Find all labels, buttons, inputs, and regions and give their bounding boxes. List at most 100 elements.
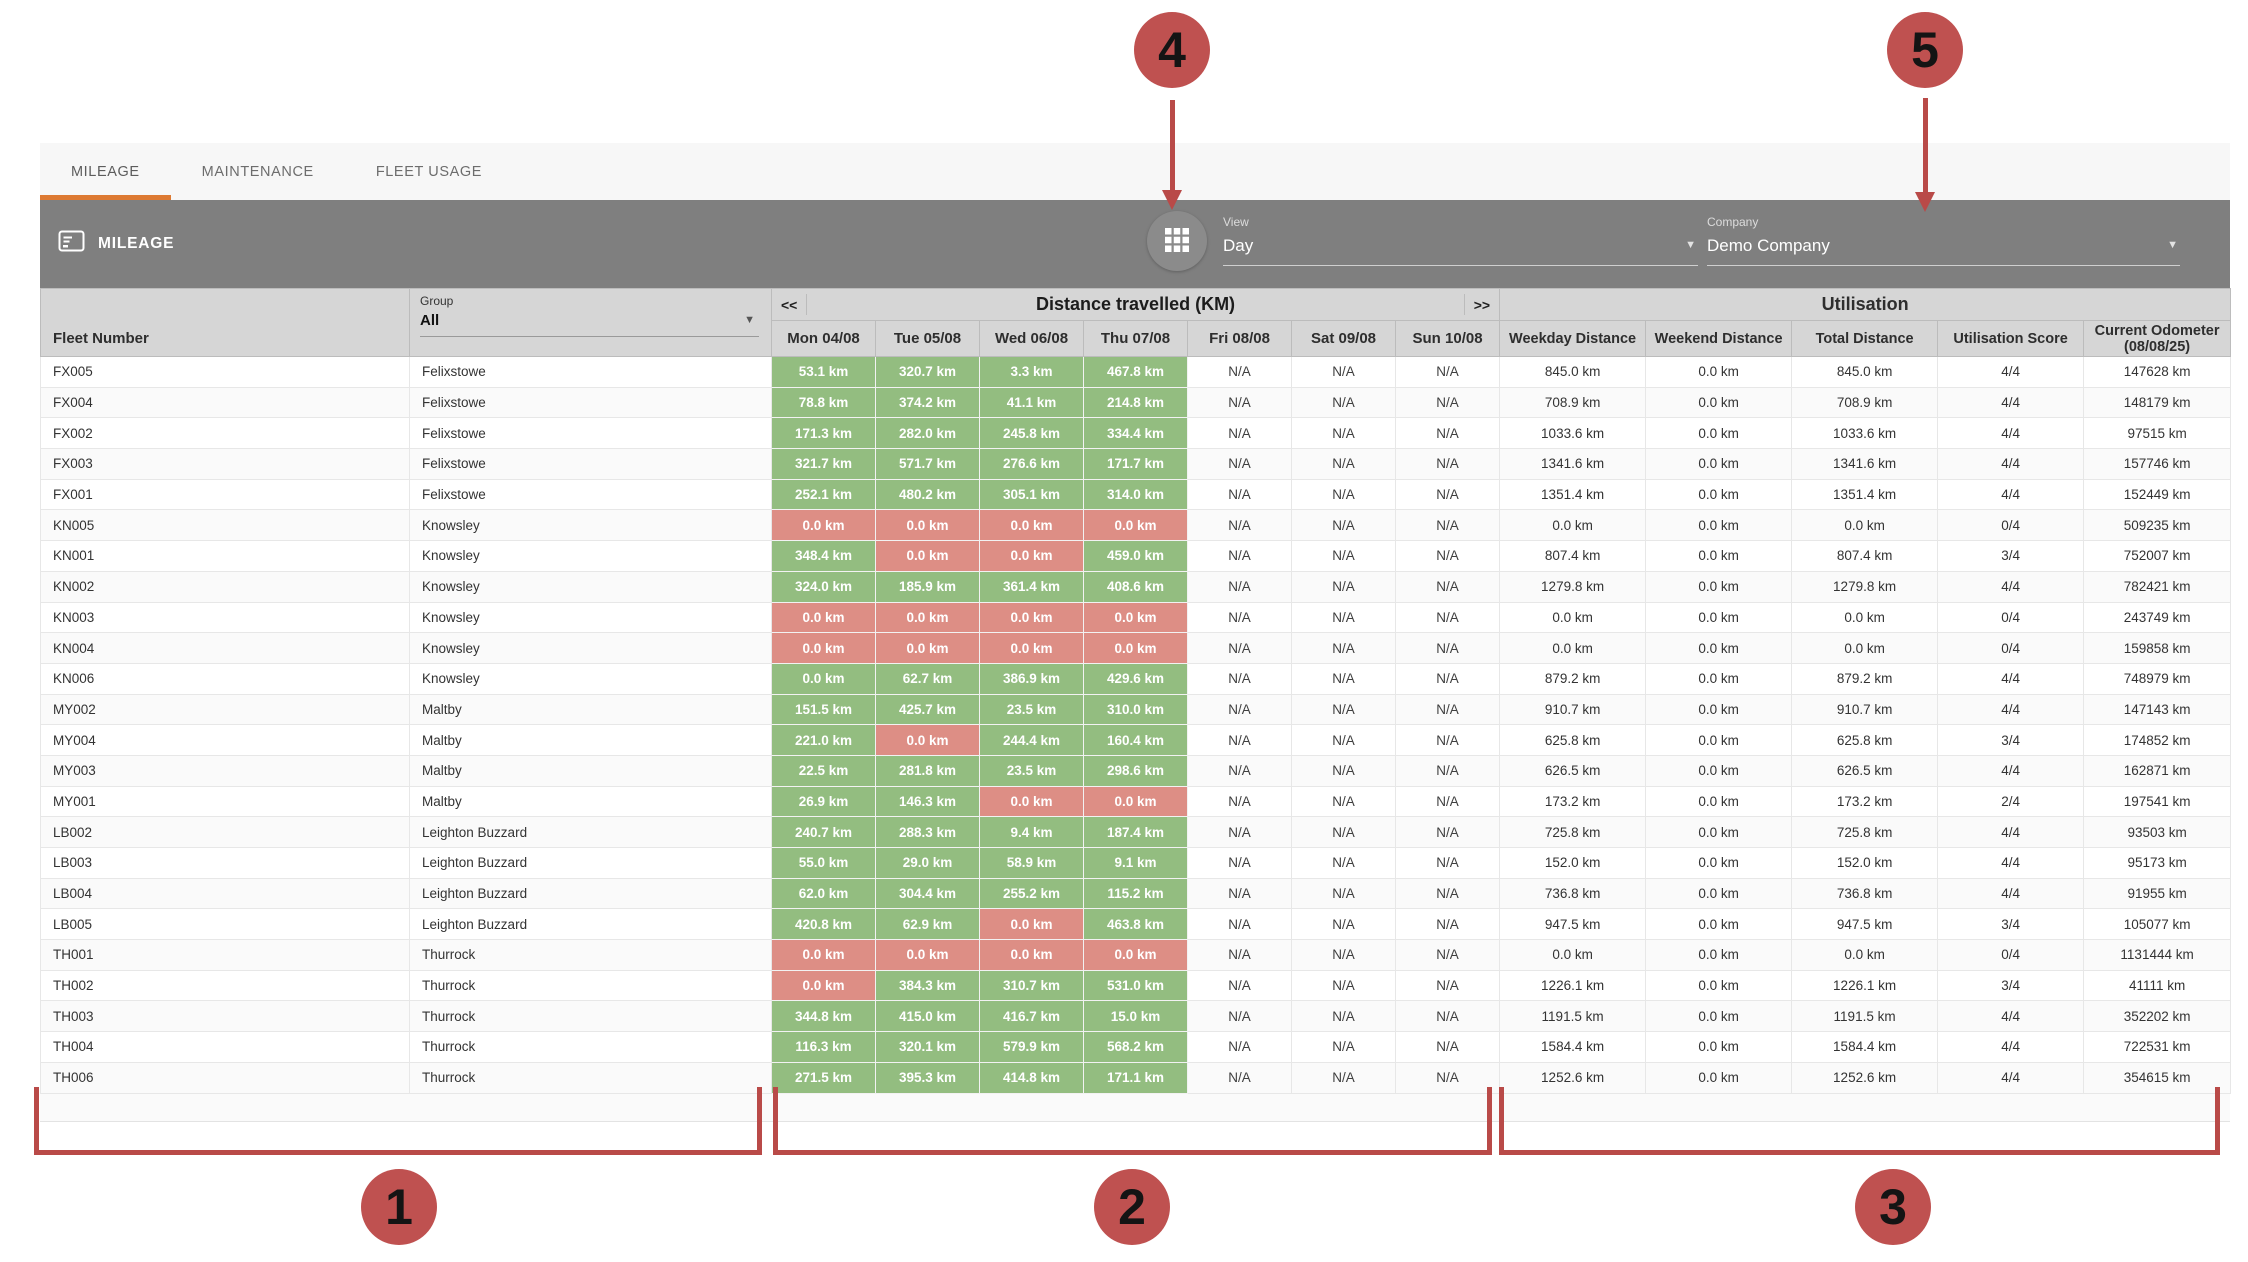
table-row: FX002 Felixstowe 171.3 km 282.0 km 245.8 km 3… — [40, 417, 2232, 450]
utilisation-score-cell: 4/4 — [1937, 1031, 2085, 1063]
na-distance-cell: N/A — [1394, 908, 1501, 941]
na-distance-cell: N/A — [1394, 632, 1501, 664]
group-value: All — [420, 312, 440, 329]
chevron-down-icon: ▼ — [744, 314, 755, 326]
day-distance-cell: 0.0 km — [875, 939, 980, 971]
day-distance-cell: 62.0 km — [771, 877, 876, 910]
na-distance-cell: N/A — [1187, 877, 1292, 910]
weekday-distance-cell: 152.0 km — [1499, 847, 1647, 879]
table-row: TH006 Thurrock 271.5 km 395.3 km 414.8 km 171… — [40, 1061, 2232, 1094]
group-cell: Thurrock — [409, 1061, 772, 1094]
next-days-button[interactable]: >> — [1463, 294, 1499, 315]
day-distance-cell: 41.1 km — [979, 386, 1084, 419]
na-distance-cell: N/A — [1394, 754, 1501, 787]
fleet-number-cell: MY003 — [40, 754, 410, 787]
day-distance-cell: 0.0 km — [1083, 509, 1188, 542]
na-distance-cell: N/A — [1187, 662, 1292, 695]
odometer-cell: 174852 km — [2083, 724, 2232, 756]
day-distance-cell: 0.0 km — [875, 509, 980, 542]
odometer-cell: 41111 km — [2083, 969, 2232, 1002]
na-distance-cell: N/A — [1394, 1061, 1501, 1094]
total-distance-cell: 1033.6 km — [1791, 417, 1939, 450]
na-distance-cell: N/A — [1394, 785, 1501, 818]
fleet-number-cell: MY004 — [40, 724, 410, 756]
weekend-distance-cell: 0.0 km — [1645, 754, 1793, 787]
na-distance-cell: N/A — [1291, 1000, 1396, 1033]
weekend-distance-cell: 0.0 km — [1645, 662, 1793, 695]
tab-mileage-label: MILEAGE — [71, 163, 140, 180]
weekend-distance-cell: 0.0 km — [1645, 356, 1793, 388]
day-distance-cell: 0.0 km — [979, 509, 1084, 542]
na-distance-cell: N/A — [1187, 754, 1292, 787]
weekday-distance-cell: 947.5 km — [1499, 908, 1647, 941]
weekend-distance-cell: 0.0 km — [1645, 908, 1793, 941]
day-distance-cell: 276.6 km — [979, 448, 1084, 480]
day-distance-cell: 187.4 km — [1083, 816, 1188, 848]
na-distance-cell: N/A — [1291, 847, 1396, 879]
odometer-cell: 352202 km — [2083, 1000, 2232, 1033]
empty-row-strip — [40, 1093, 2230, 1122]
day-distance-cell: 386.9 km — [979, 662, 1084, 695]
odometer-cell: 1131444 km — [2083, 939, 2232, 971]
day-distance-cell: 171.7 km — [1083, 448, 1188, 480]
na-distance-cell: N/A — [1187, 1061, 1292, 1094]
weekday-distance-cell: 1279.8 km — [1499, 570, 1647, 603]
day-distance-cell: 395.3 km — [875, 1061, 980, 1094]
total-distance-cell: 736.8 km — [1791, 877, 1939, 910]
table-row: LB003 Leighton Buzzard 55.0 km 29.0 km 58.9 … — [40, 847, 2232, 879]
weekday-distance-cell: 1226.1 km — [1499, 969, 1647, 1002]
day-distance-cell: 78.8 km — [771, 386, 876, 419]
utilisation-score-cell: 4/4 — [1937, 877, 2085, 910]
na-distance-cell: N/A — [1187, 1031, 1292, 1063]
day-column-header: Mon 04/08 — [771, 320, 876, 357]
odometer-cell: 748979 km — [2083, 662, 2232, 695]
na-distance-cell: N/A — [1394, 601, 1501, 634]
group-cell: Thurrock — [409, 939, 772, 971]
tab-maintenance[interactable]: MAINTENANCE — [171, 143, 345, 200]
weekday-distance-cell: 1584.4 km — [1499, 1031, 1647, 1063]
day-distance-cell: 304.4 km — [875, 877, 980, 910]
weekend-distance-cell: 0.0 km — [1645, 1031, 1793, 1063]
utilisation-score-cell: 4/4 — [1937, 662, 2085, 695]
day-distance-cell: 9.1 km — [1083, 847, 1188, 879]
table-row: TH004 Thurrock 116.3 km 320.1 km 579.9 km 568… — [40, 1031, 2232, 1063]
day-distance-cell: 416.7 km — [979, 1000, 1084, 1033]
na-distance-cell: N/A — [1187, 785, 1292, 818]
annotation-arrowhead-5 — [1915, 192, 1935, 212]
day-distance-cell: 0.0 km — [875, 724, 980, 756]
weekend-distance-cell: 0.0 km — [1645, 632, 1793, 664]
na-distance-cell: N/A — [1394, 509, 1501, 542]
fleet-number-cell: FX001 — [40, 478, 410, 511]
table-row: KN004 Knowsley 0.0 km 0.0 km 0.0 km 0.0 km N/A… — [40, 632, 2232, 664]
na-distance-cell: N/A — [1187, 448, 1292, 480]
day-distance-cell: 414.8 km — [979, 1061, 1084, 1094]
group-cell: Felixstowe — [409, 417, 772, 450]
calendar-grid-button[interactable] — [1147, 211, 1207, 271]
mileage-card-icon — [58, 230, 85, 258]
tab-mileage[interactable]: MILEAGE — [40, 143, 171, 200]
day-distance-cell: 53.1 km — [771, 356, 876, 388]
company-select[interactable]: Company Demo Company ▼ — [1707, 215, 2180, 266]
na-distance-cell: N/A — [1187, 847, 1292, 879]
table-row: TH002 Thurrock 0.0 km 384.3 km 310.7 km 531.0… — [40, 969, 2232, 1002]
marker-number: 2 — [1118, 1179, 1146, 1235]
day-distance-cell: 310.0 km — [1083, 693, 1188, 726]
utilisation-score-cell: 0/4 — [1937, 632, 2085, 664]
na-distance-cell: N/A — [1187, 478, 1292, 511]
tab-fleet-usage[interactable]: FLEET USAGE — [345, 143, 513, 200]
utilisation-score-cell: 4/4 — [1937, 478, 2085, 511]
group-filter[interactable]: Group All ▼ — [409, 288, 772, 357]
group-cell: Thurrock — [409, 1031, 772, 1063]
weekday-distance-cell: 708.9 km — [1499, 386, 1647, 419]
day-distance-cell: 0.0 km — [979, 632, 1084, 664]
odometer-cell: 91955 km — [2083, 877, 2232, 910]
day-distance-cell: 420.8 km — [771, 908, 876, 941]
na-distance-cell: N/A — [1187, 632, 1292, 664]
day-distance-cell: 55.0 km — [771, 847, 876, 879]
weekday-distance-cell: 1033.6 km — [1499, 417, 1647, 450]
view-select[interactable]: View Day ▼ — [1223, 215, 1698, 266]
utilisation-score-cell: 4/4 — [1937, 448, 2085, 480]
na-distance-cell: N/A — [1187, 969, 1292, 1002]
prev-days-button[interactable]: << — [773, 294, 808, 315]
fleet-number-cell: TH001 — [40, 939, 410, 971]
